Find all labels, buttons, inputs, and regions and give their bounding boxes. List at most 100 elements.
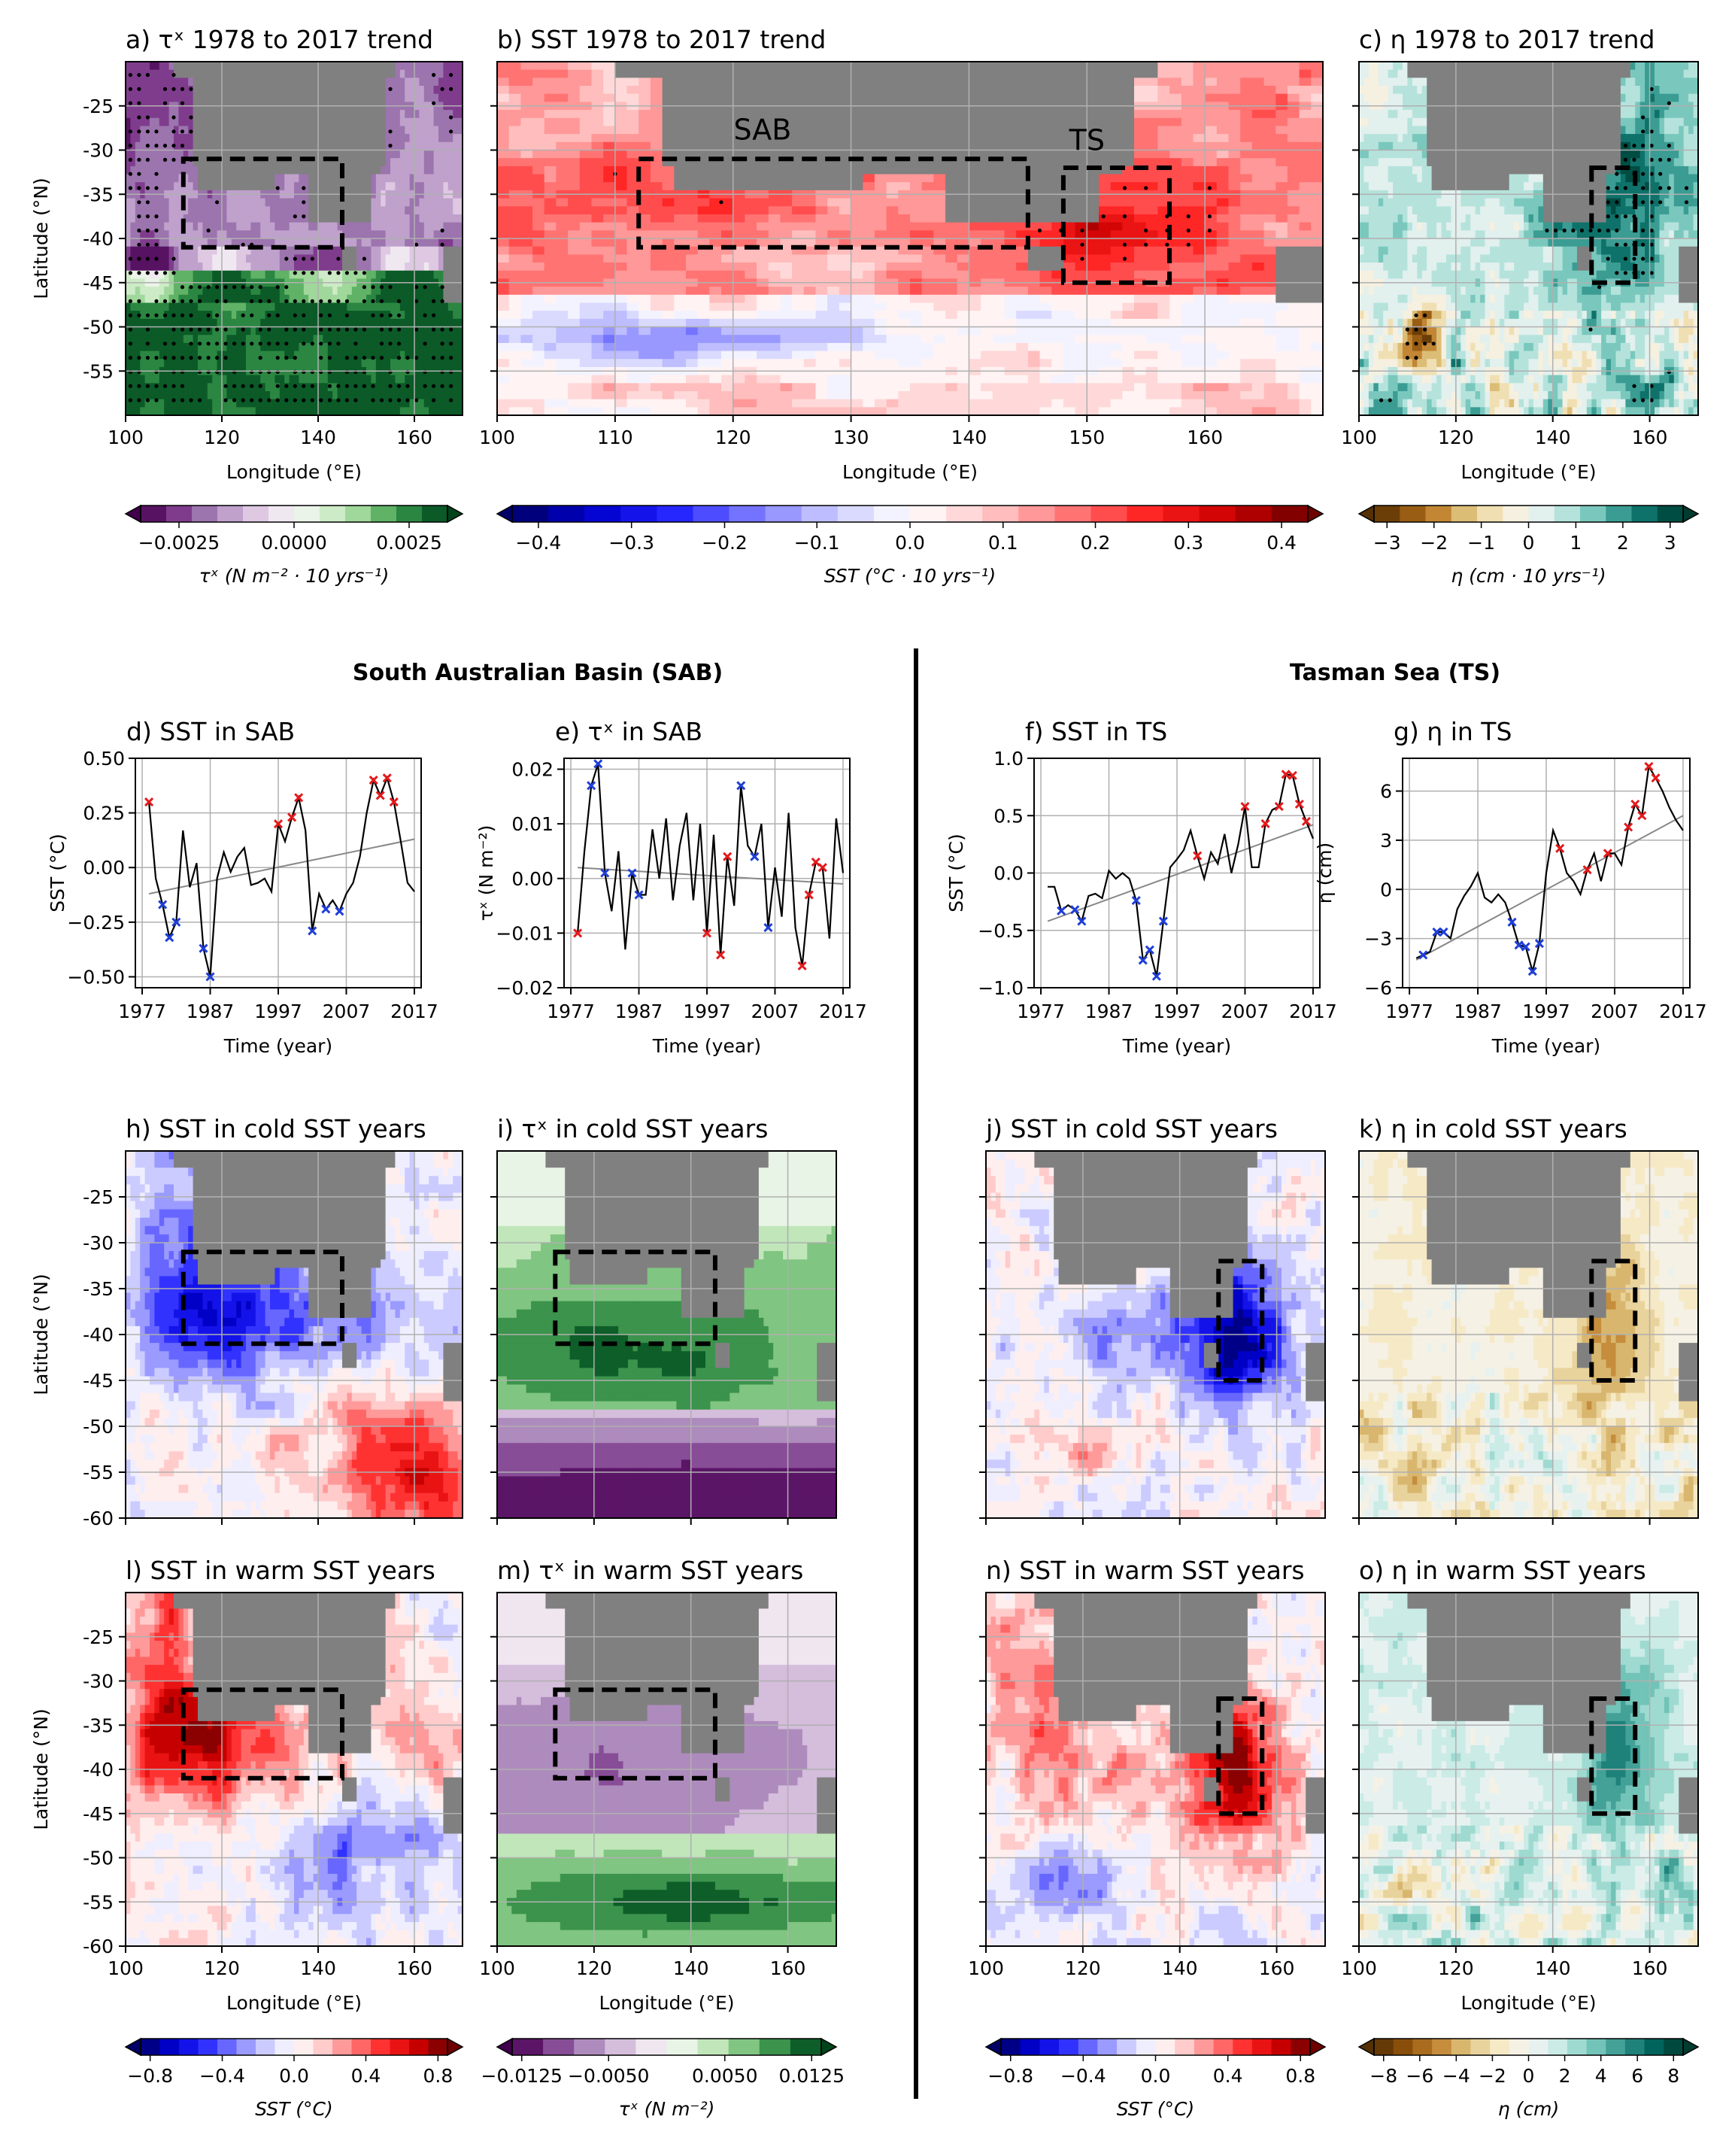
colorbar-tick: −2 [1420,532,1448,554]
panel-title-b: b) SST 1978 to 2017 trend [497,25,826,54]
colorbar-tick: −0.3 [608,532,654,554]
lon-tick-m: 140 [673,1957,709,1979]
cold-year-marker [763,923,773,933]
cold-year-marker [1131,896,1141,906]
map-field-o [1359,1593,1698,1946]
cold-year-marker [600,868,610,878]
colorbar-tick: −3 [1373,532,1401,554]
warm-year-marker [1240,801,1250,812]
colorbar-tick: −0.0025 [138,532,220,554]
panel-title-o: o) η in warm SST years [1359,1556,1646,1585]
box-sab-h [180,1250,344,1347]
lon-tick-l: 140 [300,1957,336,1979]
map-panel-i: i) τˣ in cold SST years [490,1114,837,1525]
xlabel-b: Longitude (°E) [842,461,978,483]
colorbar-label-cb_sst_sab: SST (°C) [255,2098,333,2120]
gridlines-j [986,1151,1325,1518]
timeseries-panel-e: 1977 1987 1997 2007 2017 0.02 0.01 0.00 −0.01 −0.… [475,717,867,1057]
colorbar-tick: −0.4 [199,2065,245,2087]
box-sab-b [636,156,1030,250]
cold-year-marker [1145,945,1154,955]
colorbar-tick: 8 [1667,2065,1679,2087]
cold-year-marker [736,781,746,791]
x-tick-f: 2017 [1289,1001,1337,1022]
panel-title-g: g) η in TS [1394,717,1512,746]
lon-tick-l: 160 [396,1957,432,1979]
map-panel-j: j) SST in cold SST years [979,1114,1326,1525]
y-tick-d: −0.25 [67,912,125,934]
series-line-f [1048,773,1315,977]
box-sab-a [180,156,344,250]
x-tick-d: 1997 [254,1001,302,1022]
y-tick-f: 0.0 [993,863,1024,885]
warm-year-marker [1644,761,1654,771]
colorbar-tick: −0.0050 [568,2065,649,2087]
lon-tick-a: 100 [108,427,144,448]
cold-year-marker [1514,940,1524,950]
colorbar-cb_tau: −0.0125 −0.0050 0.0050 0.0125 τˣ (N m⁻²) [481,2037,845,2120]
x-tick-g: 2007 [1591,1001,1639,1022]
box-ts-k [1589,1259,1638,1383]
colorbar-tick: 1 [1570,532,1582,554]
xlabel-c: Longitude (°E) [1460,461,1596,483]
colorbar-tick: 0.0000 [261,532,326,554]
x-tick-g: 1977 [1385,1001,1433,1022]
map-panel-o: o) η in warm SST years 100 120 140 160 Longit… [1341,1556,1699,2014]
cold-year-marker [1534,939,1544,949]
warm-year-marker [1651,773,1661,783]
lon-tick-n: 160 [1259,1957,1295,1979]
xlabel-l: Longitude (°E) [226,1992,362,2014]
lat-tick-l: -60 [83,1936,114,1957]
lon-tick-a: 140 [300,427,336,448]
cold-year-marker [1070,905,1080,915]
header-ts: Tasman Sea (TS) [1290,660,1500,686]
map-panel-h: h) SST in cold SST years -25 -30 -35 -40 -45 -… [30,1114,463,1529]
x-tick-g: 1987 [1454,1001,1502,1022]
lat-tick-h: -50 [83,1416,114,1438]
colorbar-cb_tau_trend: −0.0025 0.0000 0.0025 τˣ (N m⁻² · 10 yrs⁻¹) [124,504,464,587]
warm-year-marker [817,863,827,873]
cold-year-marker [1057,906,1066,916]
lon-tick-b: 110 [597,427,633,448]
y-tick-e: 0.00 [511,868,554,890]
box-sab-m [553,1687,717,1781]
lat-tick-h: -45 [83,1370,114,1392]
warm-year-marker [144,797,154,807]
panel-title-l: l) SST in warm SST years [126,1556,435,1585]
colorbar-tick: 0.2 [1081,532,1111,554]
warm-year-marker [294,793,304,803]
warm-year-marker [389,797,399,807]
lon-tick-o: 140 [1535,1957,1571,1979]
box-sab-l [180,1687,344,1781]
gridlines-m [497,1593,836,1946]
warm-year-marker [716,950,726,960]
lon-tick-n: 140 [1162,1957,1198,1979]
colorbar-tick: 0.4 [1266,532,1297,554]
panel-title-e: e) τˣ in SAB [555,717,702,746]
cold-year-marker [158,900,168,909]
x-tick-f: 1987 [1085,1001,1133,1022]
warm-year-marker [1260,818,1270,828]
colorbar-tick: 0 [1523,532,1535,554]
x-tick-e: 1987 [615,1001,663,1022]
gridlines-l [126,1593,463,1946]
warm-year-marker [1555,843,1565,853]
y-tick-g: −3 [1364,928,1392,950]
lat-tick-h: -55 [83,1462,114,1483]
colorbar-tick: 0.4 [1213,2065,1243,2087]
warm-year-marker [1274,801,1284,812]
panel-title-c: c) η 1978 to 2017 trend [1359,25,1655,54]
lon-tick-c: 100 [1341,427,1377,448]
colorbar-label-cb_eta: η (cm) [1498,2098,1559,2120]
gridlines-k [1359,1151,1698,1518]
lat-tick-l: -25 [83,1626,114,1648]
map-field-j [986,1151,1325,1518]
lat-tick-l: -30 [83,1671,114,1693]
lon-tick-b: 150 [1069,427,1105,448]
lon-tick-m: 160 [770,1957,806,1979]
colorbar-tick: −0.4 [516,532,562,554]
cold-year-marker [1527,967,1537,976]
warm-year-marker [573,928,583,938]
colorbar-tick: 2 [1617,532,1629,554]
gridlines-i [497,1151,836,1518]
